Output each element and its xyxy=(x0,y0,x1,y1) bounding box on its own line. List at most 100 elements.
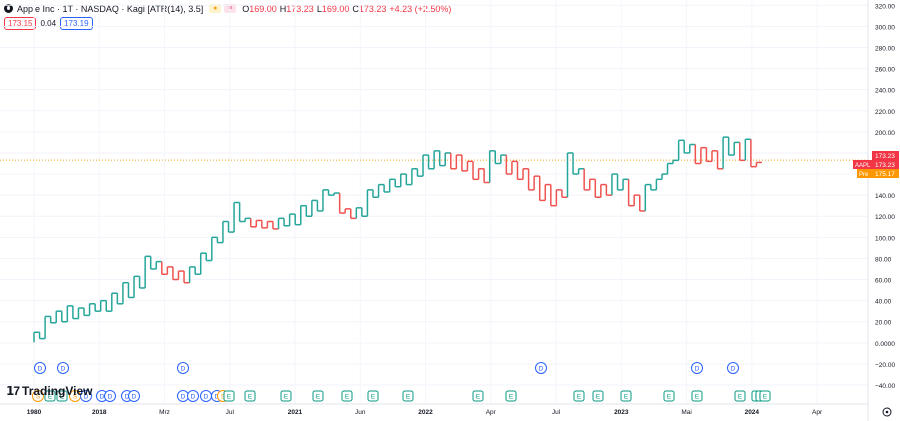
dividend-marker[interactable]: D xyxy=(200,390,212,402)
dividend-marker-label: D xyxy=(731,366,736,373)
time-axis[interactable]: 1980 2018 Mrz Jul 2021 Jun 2022 Apr Jul 2023 Mai 20… xyxy=(27,409,823,416)
event-marker-label: S xyxy=(221,394,226,401)
high-label: H xyxy=(279,3,287,14)
dividend-marker[interactable]: D xyxy=(34,362,46,374)
event-marker-label: E xyxy=(284,394,289,401)
event-marker-label: E xyxy=(227,394,232,401)
eye-icon[interactable]: ● xyxy=(209,4,222,13)
earnings-marker[interactable]: E xyxy=(56,390,68,402)
x-tick-label: Jul xyxy=(552,409,561,416)
chart-legend: Apple Inc · 1T · NASDAQ · Kagi [ATR(14),… xyxy=(4,2,451,30)
spread-value: 0.04 xyxy=(40,19,57,28)
event-marker-label: E xyxy=(316,394,321,401)
low-label: L xyxy=(316,3,322,14)
y-tick-label: 140.00 xyxy=(875,193,895,200)
dividend-marker[interactable]: D xyxy=(104,390,116,402)
event-marker-label: S xyxy=(73,394,78,401)
y-tick-label: 200.00 xyxy=(875,130,895,137)
event-marker-label: E xyxy=(509,394,514,401)
pre-label: Pre xyxy=(859,172,869,178)
earnings-marker[interactable]: E xyxy=(620,390,632,402)
earnings-marker[interactable]: E xyxy=(223,390,235,402)
symbol-title[interactable]: Apple Inc · 1T · NASDAQ · Kagi [ATR(14),… xyxy=(17,3,204,14)
dividend-marker-label: D xyxy=(38,366,43,373)
event-marker-label: E xyxy=(48,394,53,401)
event-marker-label: D xyxy=(108,394,113,401)
earnings-marker[interactable]: E xyxy=(592,390,604,402)
y-tick-label: 220.00 xyxy=(875,109,895,116)
last-price-tag: 173.23 xyxy=(875,153,895,160)
earnings-marker[interactable]: E xyxy=(402,390,414,402)
legend-row-quotes: 173.15 0.04 173.19 xyxy=(4,17,451,30)
buy-price-box[interactable]: 173.19 xyxy=(60,17,93,30)
pre-price-tag-bg xyxy=(872,169,899,178)
earnings-marker[interactable]: E xyxy=(341,390,353,402)
earnings-marker[interactable]: E xyxy=(280,390,292,402)
dividend-marker[interactable]: D xyxy=(727,362,739,374)
y-tick-label: 260.00 xyxy=(875,67,895,74)
price-axis[interactable]: 320.00 300.00 280.00 260.00 240.00 220.00 200.… xyxy=(875,3,895,390)
event-marker-label: E xyxy=(345,394,350,401)
earnings-marker[interactable]: E xyxy=(734,390,746,402)
dividend-marker[interactable]: D xyxy=(691,362,703,374)
close-label: C xyxy=(352,3,359,14)
event-marker-label: E xyxy=(695,394,700,401)
sell-price-box[interactable]: 173.15 xyxy=(4,17,37,30)
earnings-marker[interactable]: E xyxy=(663,390,675,402)
event-marker-label: E xyxy=(667,394,672,401)
x-tick-label: Mai xyxy=(681,409,691,416)
earnings-marker[interactable]: E xyxy=(472,390,484,402)
watermark-text: TradingView xyxy=(22,384,93,398)
earnings-marker[interactable]: E xyxy=(505,390,517,402)
event-marker-label: E xyxy=(624,394,629,401)
split-marker[interactable]: S xyxy=(32,390,44,402)
close-value: 173.23 xyxy=(358,3,387,14)
x-tick-label: 2021 xyxy=(288,409,303,416)
dividend-marker[interactable]: D xyxy=(535,362,547,374)
event-marker-label: D xyxy=(204,394,209,401)
dividend-marker-label: D xyxy=(181,366,186,373)
x-tick-label: 2024 xyxy=(745,409,760,416)
y-tick-label: −40.00 xyxy=(875,383,895,390)
event-marker-label: D xyxy=(125,394,130,401)
event-marker-label: E xyxy=(577,394,582,401)
earnings-marker[interactable]: E xyxy=(573,390,585,402)
earnings-marker[interactable]: E xyxy=(691,390,703,402)
legend-row-title: Apple Inc · 1T · NASDAQ · Kagi [ATR(14),… xyxy=(4,2,451,15)
event-marker-label: S xyxy=(36,394,41,401)
earnings-marker[interactable]: E xyxy=(312,390,324,402)
low-value: 169.00 xyxy=(321,3,350,14)
earnings-marker[interactable]: E xyxy=(44,390,56,402)
open-label: O xyxy=(242,3,250,14)
pre-price-tag: 175.17 xyxy=(875,171,895,178)
dividend-marker-label: D xyxy=(61,366,66,373)
earnings-marker[interactable]: E xyxy=(759,390,771,402)
y-tick-label: 300.00 xyxy=(875,24,895,31)
symbol-logo-icon xyxy=(4,4,13,13)
pre-tag-bg xyxy=(857,169,872,178)
tradingview-watermark[interactable]: 𝟭7 TradingView xyxy=(6,384,93,398)
y-tick-label: 0.0000 xyxy=(875,341,895,348)
dividend-marker[interactable]: D xyxy=(177,362,189,374)
event-marker-label: D xyxy=(181,394,186,401)
dividend-marker[interactable]: D xyxy=(128,390,140,402)
event-marker-label: D xyxy=(84,394,89,401)
earnings-marker[interactable]: E xyxy=(244,390,256,402)
x-tick-label: Jul xyxy=(226,409,235,416)
settings-icon[interactable] xyxy=(882,407,892,417)
kagi-series xyxy=(33,136,762,343)
y-tick-label: 120.00 xyxy=(875,214,895,221)
x-tick-label: 2022 xyxy=(418,409,433,416)
dividend-marker[interactable]: D xyxy=(177,390,189,402)
price-tags: AAPL 173.23 173.23 Pre 175.17 xyxy=(853,151,899,178)
event-marker-label: D xyxy=(100,394,105,401)
dividend-marker[interactable]: D xyxy=(80,390,92,402)
earnings-marker[interactable]: E xyxy=(367,390,379,402)
dividend-marker[interactable]: D xyxy=(57,362,69,374)
event-marker-label: E xyxy=(476,394,481,401)
x-tick-label: 1980 xyxy=(27,409,42,416)
y-tick-label: 280.00 xyxy=(875,45,895,52)
event-marker-label: E xyxy=(248,394,253,401)
dividend-marker[interactable]: D xyxy=(187,390,199,402)
